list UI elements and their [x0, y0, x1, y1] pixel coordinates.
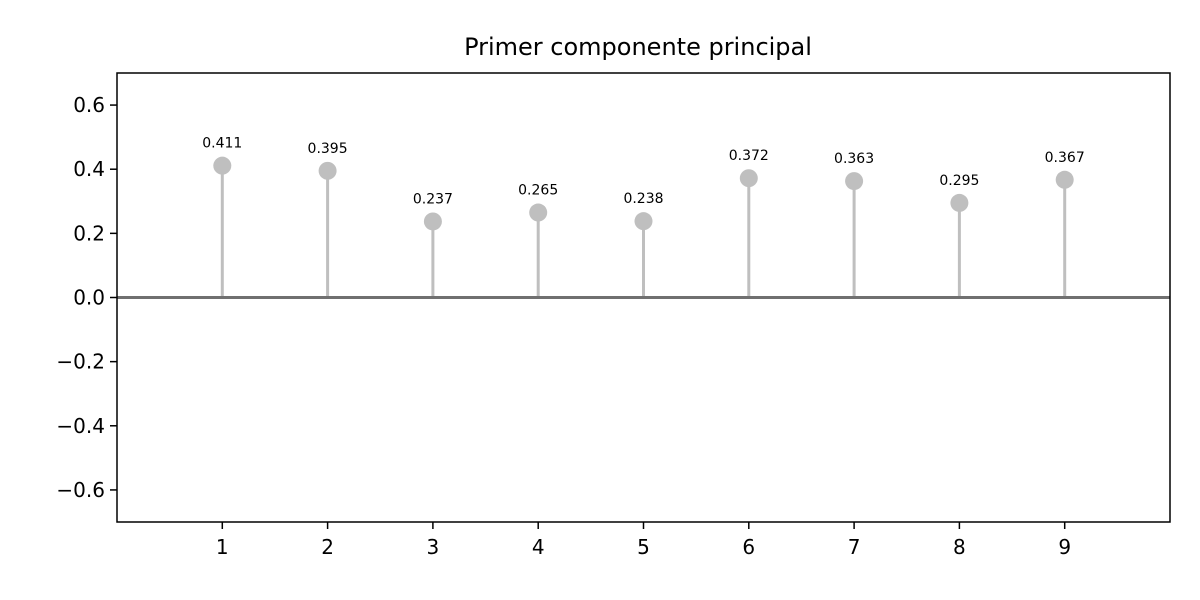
data-label: 0.265: [518, 183, 558, 199]
plot-area: 0.411 0.395 0.237 0.265 0.238 0.372 0.363 0.295…: [117, 136, 1170, 299]
stem-marker: [423, 212, 442, 231]
x-tick-label: 6: [742, 535, 755, 559]
stem-marker: [634, 212, 653, 231]
stem-marker: [845, 172, 864, 191]
x-tick-label: 1: [216, 535, 229, 559]
x-tick-label: 5: [637, 535, 650, 559]
x-tick-label: 3: [427, 535, 440, 559]
y-axis: 0.6 0.4 0.2 0.0 −0.2 −0.4 −0.6: [56, 93, 117, 502]
y-tick-label: −0.2: [56, 350, 105, 374]
stem-marker: [950, 193, 969, 212]
x-tick-label: 7: [848, 535, 861, 559]
data-label: 0.363: [834, 151, 874, 167]
x-tick-label: 2: [321, 535, 334, 559]
y-tick-label: −0.4: [56, 414, 105, 438]
stem-marker: [318, 161, 337, 180]
x-axis: 1 2 3 4 5 6 7 8 9: [216, 522, 1071, 559]
stem-marker: [1055, 170, 1074, 189]
data-label: 0.237: [413, 191, 453, 207]
data-label: 0.238: [623, 191, 663, 207]
y-tick-label: −0.6: [56, 478, 105, 502]
data-label: 0.411: [202, 136, 242, 152]
y-tick-label: 0.2: [73, 221, 105, 245]
y-tick-label: 0.6: [73, 93, 105, 117]
stem-marker: [213, 156, 232, 175]
x-tick-label: 8: [953, 535, 966, 559]
y-tick-label: 0.4: [73, 157, 105, 181]
data-label: 0.395: [308, 141, 348, 157]
data-label: 0.372: [729, 148, 769, 164]
stem-marker: [529, 203, 548, 222]
y-tick-label: 0.0: [73, 286, 105, 310]
data-label: 0.295: [939, 173, 979, 189]
stem-marker: [739, 169, 758, 188]
x-tick-label: 4: [532, 535, 545, 559]
x-tick-label: 9: [1058, 535, 1071, 559]
chart-title: Primer componente principal: [464, 33, 812, 61]
data-label: 0.367: [1045, 150, 1085, 166]
